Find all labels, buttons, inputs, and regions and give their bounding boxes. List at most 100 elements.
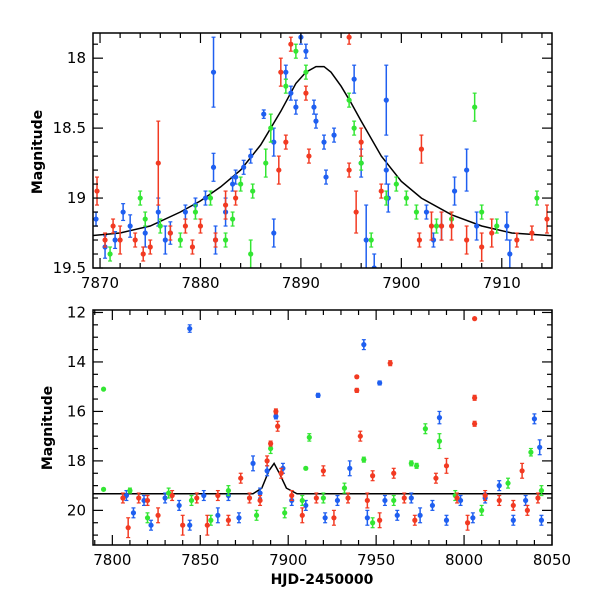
data-point — [107, 246, 113, 262]
data-marker — [110, 223, 116, 229]
data-point — [383, 64, 389, 136]
data-marker — [464, 237, 470, 243]
data-point — [408, 492, 414, 504]
data-marker — [331, 515, 337, 521]
data-point — [357, 430, 363, 442]
data-marker — [250, 460, 256, 466]
data-point — [215, 507, 221, 524]
data-point — [504, 211, 510, 241]
model-curve — [93, 65, 552, 237]
data-point — [202, 190, 209, 206]
data-point — [378, 183, 384, 199]
data-marker — [494, 223, 500, 229]
data-marker — [132, 237, 138, 243]
x-tick-label: 7800 — [93, 551, 131, 569]
data-marker — [299, 512, 305, 518]
data-marker — [233, 174, 239, 180]
data-marker — [273, 408, 279, 415]
data-point — [413, 462, 420, 469]
data-marker — [194, 495, 200, 501]
data-marker — [140, 251, 146, 257]
data-point — [192, 204, 199, 220]
data-point — [482, 489, 488, 502]
data-marker — [197, 223, 204, 229]
data-marker — [361, 342, 367, 348]
data-marker — [201, 492, 207, 499]
data-point — [341, 482, 348, 494]
data-marker — [264, 458, 270, 464]
data-marker — [147, 244, 153, 250]
data-point — [417, 507, 423, 524]
data-marker — [370, 520, 376, 526]
data-point — [383, 190, 389, 206]
y-tick-label: 12 — [67, 303, 86, 321]
data-point — [271, 218, 277, 248]
green-series — [107, 43, 540, 268]
data-point — [236, 512, 242, 524]
data-marker — [351, 76, 357, 82]
data-point — [351, 120, 357, 136]
bottom-y-axis-label: Magnitude — [40, 386, 56, 470]
data-point — [140, 246, 146, 262]
x-tick-label: 7850 — [181, 551, 219, 569]
data-marker — [261, 111, 267, 117]
data-point — [182, 204, 189, 220]
data-point — [102, 232, 108, 248]
data-point — [382, 494, 388, 507]
data-point — [264, 455, 270, 467]
data-point — [358, 155, 364, 171]
data-point — [345, 492, 351, 504]
data-point — [225, 485, 232, 497]
data-marker — [417, 512, 423, 518]
data-point — [331, 127, 337, 143]
data-point — [127, 487, 133, 494]
data-marker — [472, 395, 478, 401]
data-marker — [321, 139, 327, 145]
data-point — [197, 218, 204, 234]
data-point — [454, 492, 460, 504]
data-marker — [293, 104, 299, 110]
data-marker — [278, 470, 284, 476]
data-marker — [436, 415, 443, 421]
data-point — [479, 232, 485, 262]
data-point — [383, 155, 389, 185]
data-marker — [102, 237, 108, 243]
data-marker — [346, 167, 352, 173]
data-marker — [323, 174, 329, 180]
data-marker — [142, 230, 148, 236]
data-point — [248, 239, 254, 268]
data-point — [120, 492, 126, 504]
y-tick-label: 18.5 — [53, 119, 86, 137]
data-marker — [422, 426, 428, 432]
data-marker — [524, 507, 530, 513]
data-marker — [391, 470, 397, 476]
data-marker — [248, 153, 254, 159]
data-marker — [282, 510, 288, 516]
data-marker — [137, 195, 143, 201]
data-marker — [207, 195, 214, 201]
data-marker — [241, 164, 247, 170]
data-marker — [288, 90, 294, 96]
data-point — [537, 439, 543, 456]
y-tick-label: 19 — [67, 189, 86, 207]
data-marker — [341, 485, 348, 491]
data-marker — [215, 492, 221, 499]
data-point — [346, 92, 352, 108]
data-point — [464, 148, 470, 192]
blue-series — [93, 33, 513, 268]
blue-series — [123, 324, 545, 531]
data-marker — [313, 495, 319, 501]
data-point — [413, 204, 420, 220]
data-marker — [331, 132, 337, 138]
data-marker — [436, 438, 443, 444]
data-point — [187, 519, 193, 531]
data-marker — [361, 457, 367, 463]
data-marker — [394, 512, 400, 518]
data-point — [293, 99, 299, 115]
data-point — [496, 494, 502, 507]
data-point — [354, 374, 360, 380]
data-marker — [94, 188, 100, 194]
x-tick-label: 7900 — [382, 274, 420, 292]
data-point — [306, 433, 312, 442]
data-marker — [112, 237, 118, 243]
